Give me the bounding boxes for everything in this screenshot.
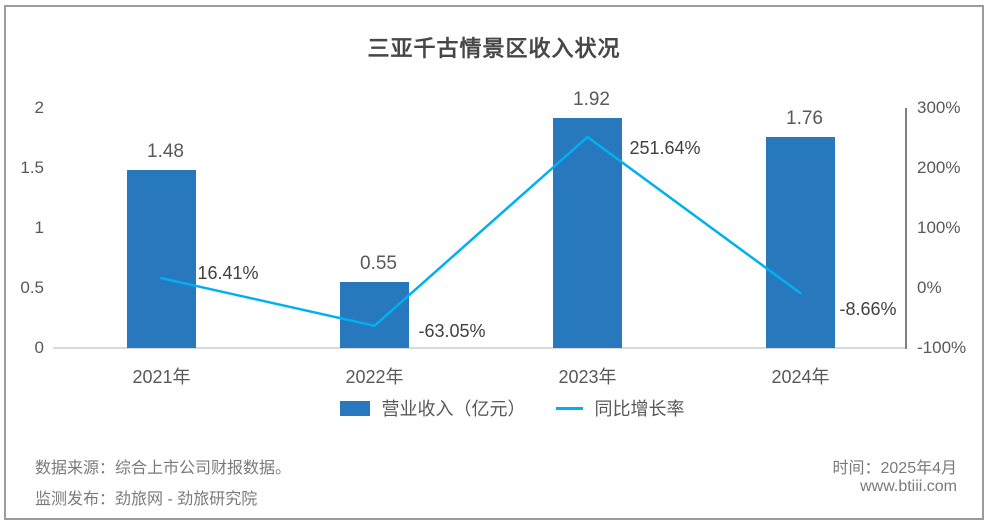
growth-point-label: 16.41% (197, 263, 259, 284)
bar-value-label: 1.48 (147, 141, 184, 163)
growth-point-label: -8.66% (839, 299, 897, 320)
right-axis-tick: 100% (917, 218, 961, 237)
right-axis-tick: -100% (917, 338, 967, 357)
growth-point-label: -63.05% (418, 320, 486, 341)
chart-title: 三亚千古情景区收入状况 (367, 36, 621, 61)
legend-bar-label: 营业收入（亿元） (381, 399, 526, 419)
right-axis-tick: 0% (917, 278, 942, 297)
right-axis-tick: 200% (917, 158, 961, 177)
x-axis-label: 2022年 (345, 367, 404, 387)
left-axis-tick: 1.5 (20, 158, 44, 177)
right-axis-line (905, 108, 907, 349)
left-axis-tick: 0 (34, 338, 44, 357)
x-axis-label: 2024年 (771, 367, 830, 387)
bar (553, 117, 622, 348)
growth-point-label: 251.64% (629, 138, 701, 159)
right-axis-tick: 300% (917, 98, 961, 117)
bar-value-label: 0.55 (360, 253, 397, 274)
bar (127, 170, 196, 348)
x-axis-baseline (53, 347, 907, 349)
legend-line-label: 同比增长率 (594, 399, 685, 419)
data-source-text: 数据来源：综合上市公司财报数据。 (35, 460, 292, 477)
left-axis-tick: 2 (34, 98, 44, 117)
bar-value-label: 1.76 (786, 107, 823, 129)
bar (766, 136, 835, 348)
left-axis-tick: 1 (34, 218, 44, 237)
legend-line-swatch (555, 406, 583, 410)
growth-line (160, 135, 802, 328)
chart-legend: 营业收入（亿元） 同比增长率 (18, 397, 988, 419)
report-time-text: 时间：2025年4月 (832, 460, 958, 477)
legend-bar-swatch (339, 400, 370, 416)
x-axis-label: 2023年 (558, 367, 617, 387)
left-axis-tick: 0.5 (20, 278, 44, 297)
bar (340, 282, 409, 348)
publisher-text: 监测发布：劲旅网 - 劲旅研究院 (35, 491, 258, 508)
x-axis-label: 2021年 (132, 367, 191, 387)
website-text: www.btiii.com (860, 478, 957, 495)
bar-value-label: 1.92 (573, 88, 610, 110)
